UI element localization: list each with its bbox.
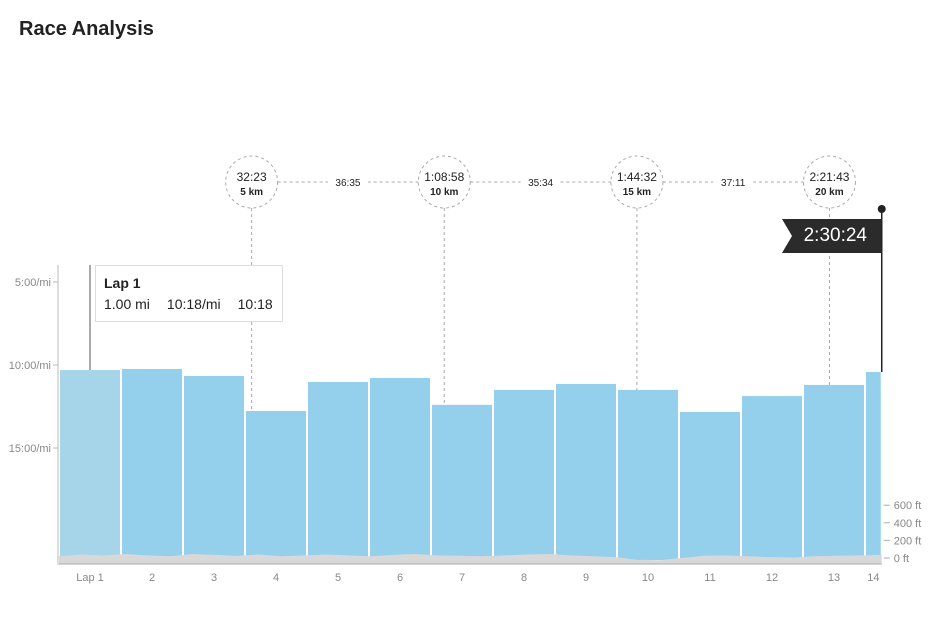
lap-tooltip: Lap 1 1.00 mi 10:18/mi 10:18 — [95, 265, 283, 322]
x-tick-label: 3 — [211, 572, 217, 584]
lap-bar — [184, 375, 244, 560]
lap-bar — [246, 410, 306, 560]
lap-bar — [60, 369, 120, 560]
tooltip-distance: 1.00 mi — [104, 296, 150, 312]
lap-bar — [680, 411, 740, 560]
x-tick-label: 8 — [521, 572, 527, 584]
lap-bar — [308, 381, 368, 560]
lap-bar — [494, 389, 554, 560]
segment-time: 35:34 — [528, 178, 553, 189]
lap-bar — [556, 383, 616, 560]
y-tick-label: 10:00/mi — [9, 360, 51, 372]
y-tick-label: 5:00/mi — [15, 277, 51, 289]
split-distance: 20 km — [815, 187, 843, 198]
split-time: 1:44:32 — [617, 170, 657, 184]
split-time: 1:08:58 — [424, 170, 464, 184]
lap-bar — [742, 396, 802, 560]
x-tick-label: 12 — [766, 572, 778, 584]
x-tick-label: 7 — [459, 572, 465, 584]
lap-bar — [866, 371, 881, 560]
finish-time-flag: 2:30:24 — [782, 219, 881, 253]
x-tick-label: Lap 1 — [76, 572, 104, 584]
segment-label-bg — [327, 174, 368, 190]
tooltip-pace: 10:18/mi — [166, 296, 221, 312]
page-title: Race Analysis — [19, 18, 154, 40]
elevation-tick-label: 200 ft — [894, 535, 922, 547]
x-tick-label: 9 — [583, 572, 589, 584]
elevation-tick-label: 400 ft — [894, 518, 922, 530]
segment-time: 36:35 — [335, 178, 360, 189]
tooltip-time: 10:18 — [237, 296, 273, 312]
x-tick-label: 5 — [335, 572, 341, 584]
x-tick-label: 2 — [149, 572, 155, 584]
elevation-profile — [59, 554, 882, 564]
split-distance: 5 km — [240, 187, 263, 198]
segment-label-bg — [520, 174, 561, 190]
y-tick-label: 15:00/mi — [9, 443, 51, 455]
finish-pole-dot — [877, 205, 886, 213]
elevation-tick-label: 600 ft — [894, 500, 922, 512]
split-distance: 15 km — [623, 187, 651, 198]
x-tick-label: 11 — [704, 572, 715, 584]
x-tick-label: 10 — [642, 572, 654, 584]
lap-bar — [804, 384, 864, 560]
lap-bar — [370, 377, 430, 560]
lap-bar — [122, 368, 182, 560]
x-tick-label: 4 — [273, 572, 279, 584]
elevation-tick-label: 0 ft — [894, 553, 909, 565]
x-tick-label: 6 — [397, 572, 403, 584]
lap-bar — [432, 404, 492, 560]
lap-bar — [618, 389, 678, 560]
x-tick-label: 13 — [828, 572, 840, 584]
x-tick-label: 14 — [867, 572, 879, 584]
split-time: 32:23 — [237, 170, 267, 184]
segment-time: 37:11 — [721, 178, 746, 189]
segment-label-bg — [713, 174, 754, 190]
split-time: 2:21:43 — [809, 170, 849, 184]
split-marker-circle — [802, 155, 856, 209]
tooltip-title: Lap 1 — [104, 275, 141, 291]
split-distance: 10 km — [430, 187, 458, 198]
